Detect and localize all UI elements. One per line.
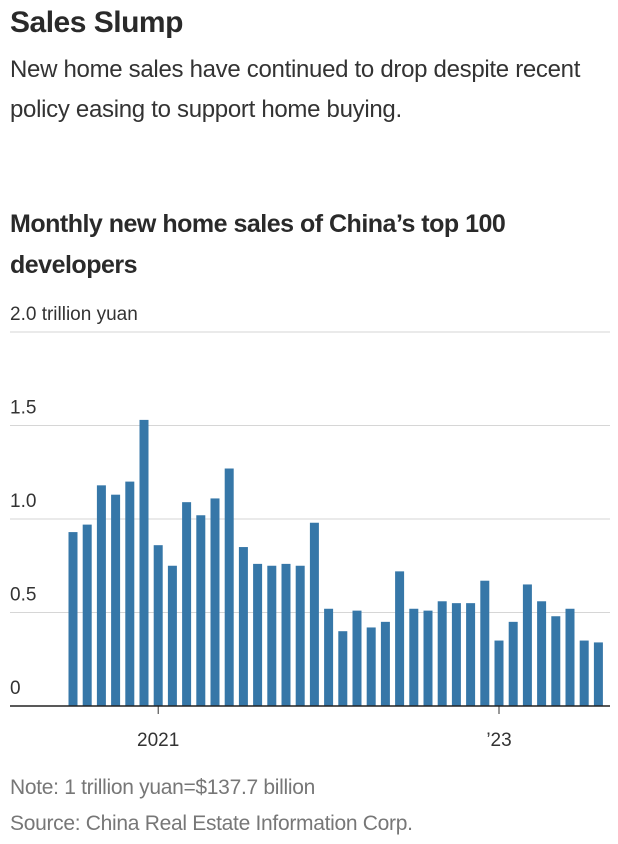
- title: Sales Slump: [10, 6, 183, 39]
- bar: [451, 603, 461, 706]
- bar: [309, 522, 319, 706]
- bar: [466, 603, 476, 706]
- bar: [395, 571, 405, 706]
- bar: [494, 640, 504, 706]
- bar: [480, 580, 490, 706]
- x-tick-label: ’23: [486, 730, 511, 751]
- bar: [295, 565, 305, 706]
- chart-title: Monthly new home sales of China’s top 10…: [10, 210, 506, 279]
- bar: [423, 610, 433, 706]
- bar: [238, 547, 248, 706]
- bar: [579, 640, 589, 706]
- bar: [182, 502, 192, 706]
- bar: [82, 524, 92, 706]
- bar: [196, 515, 206, 706]
- y-tick-label: 0: [10, 678, 21, 699]
- bar: [281, 563, 291, 706]
- bar: [437, 601, 447, 706]
- bar: [111, 494, 121, 706]
- bar: [267, 565, 277, 706]
- y-tick-label: 2.0 trillion yuan: [10, 304, 138, 325]
- bar: [380, 621, 390, 706]
- bar: [565, 608, 575, 706]
- bar: [253, 563, 263, 706]
- bar: [537, 601, 547, 706]
- bar: [139, 419, 149, 706]
- bar: [593, 642, 603, 706]
- bar: [338, 631, 348, 706]
- bar: [210, 498, 220, 706]
- x-tick-label: 2021: [137, 730, 179, 751]
- bar: [366, 627, 376, 706]
- subtitle: New home sales have continued to drop de…: [10, 56, 581, 123]
- y-tick-label: 0.5: [10, 585, 36, 606]
- bar: [352, 610, 362, 706]
- bar: [551, 616, 561, 706]
- bar: [508, 621, 518, 706]
- note: Note: 1 trillion yuan=$137.7 billion: [10, 776, 315, 799]
- bar: [167, 565, 177, 706]
- bar: [522, 584, 532, 706]
- bar: [324, 608, 334, 706]
- source: Source: China Real Estate Information Co…: [10, 812, 413, 835]
- bar: [153, 545, 163, 706]
- bar: [96, 485, 106, 706]
- y-tick-label: 1.5: [10, 398, 36, 419]
- bar: [409, 608, 419, 706]
- y-tick-label: 1.0: [10, 491, 36, 512]
- bar: [125, 481, 135, 706]
- bar: [68, 532, 78, 706]
- bar: [224, 468, 234, 706]
